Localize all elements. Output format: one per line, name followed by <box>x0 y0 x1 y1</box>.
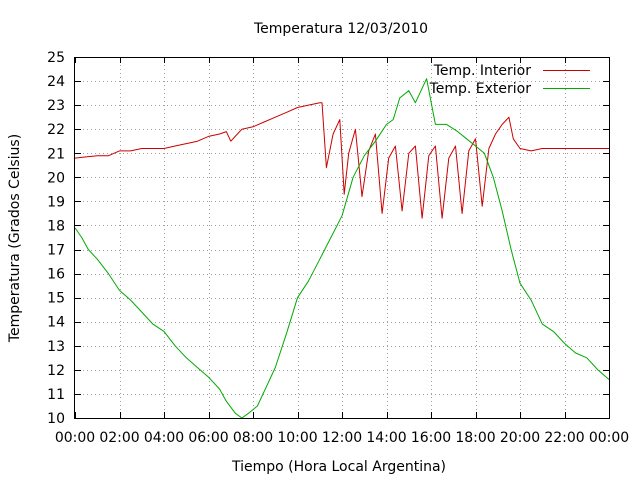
x-tick-label: 04:00 <box>144 430 184 446</box>
legend: Temp. Interior Temp. Exterior <box>429 63 590 97</box>
x-tick-labels: 00:00 02:00 04:00 06:00 08:00 10:00 12:00 14:00… <box>55 430 629 446</box>
y-tick-label: 23 <box>47 98 65 114</box>
x-tick-label: 16:00 <box>411 430 451 446</box>
y-tick-label: 22 <box>47 122 65 138</box>
series-lines <box>74 78 610 419</box>
x-tick-label: 18:00 <box>455 430 495 446</box>
y-axis-label: Temperatura (Grados Celsius) <box>7 134 23 343</box>
y-tick-label: 13 <box>47 339 65 355</box>
x-tick-label: 08:00 <box>233 430 273 446</box>
y-tick-label: 19 <box>47 194 65 210</box>
series-line-interior <box>74 102 609 219</box>
x-tick-label: 06:00 <box>188 430 228 446</box>
x-tick-label: 00:00 <box>589 430 629 446</box>
y-tick-label: 21 <box>47 146 65 162</box>
x-tick-label: 10:00 <box>277 430 317 446</box>
y-tick-labels: 10 11 12 13 14 15 16 17 18 19 20 21 22 23 24 25 <box>47 50 65 427</box>
y-tick-label: 18 <box>47 218 65 234</box>
y-tick-label: 12 <box>47 363 65 379</box>
x-tick-label: 22:00 <box>544 430 584 446</box>
x-tick-label: 00:00 <box>55 430 95 446</box>
series-line-exterior <box>74 78 610 419</box>
y-tick-label: 25 <box>47 50 65 66</box>
y-tick-label: 11 <box>47 387 65 403</box>
grid-lines <box>75 57 609 418</box>
x-tick-label: 14:00 <box>366 430 406 446</box>
x-tick-label: 20:00 <box>500 430 540 446</box>
legend-label: Temp. Exterior <box>429 81 532 97</box>
y-tick-label: 16 <box>47 267 65 283</box>
y-tick-label: 20 <box>47 170 65 186</box>
plot-frame <box>74 57 610 419</box>
chart-title: Temperatura 12/03/2010 <box>253 21 428 37</box>
legend-label: Temp. Interior <box>433 63 532 79</box>
y-tick-label: 10 <box>47 411 65 427</box>
x-axis-label: Tiempo (Hora Local Argentina) <box>231 459 446 475</box>
x-tick-label: 12:00 <box>322 430 362 446</box>
y-tick-label: 15 <box>47 291 65 307</box>
x-tick-label: 02:00 <box>99 430 139 446</box>
y-tick-label: 17 <box>47 243 65 259</box>
y-tick-label: 14 <box>47 315 65 331</box>
y-tick-label: 24 <box>47 74 65 90</box>
